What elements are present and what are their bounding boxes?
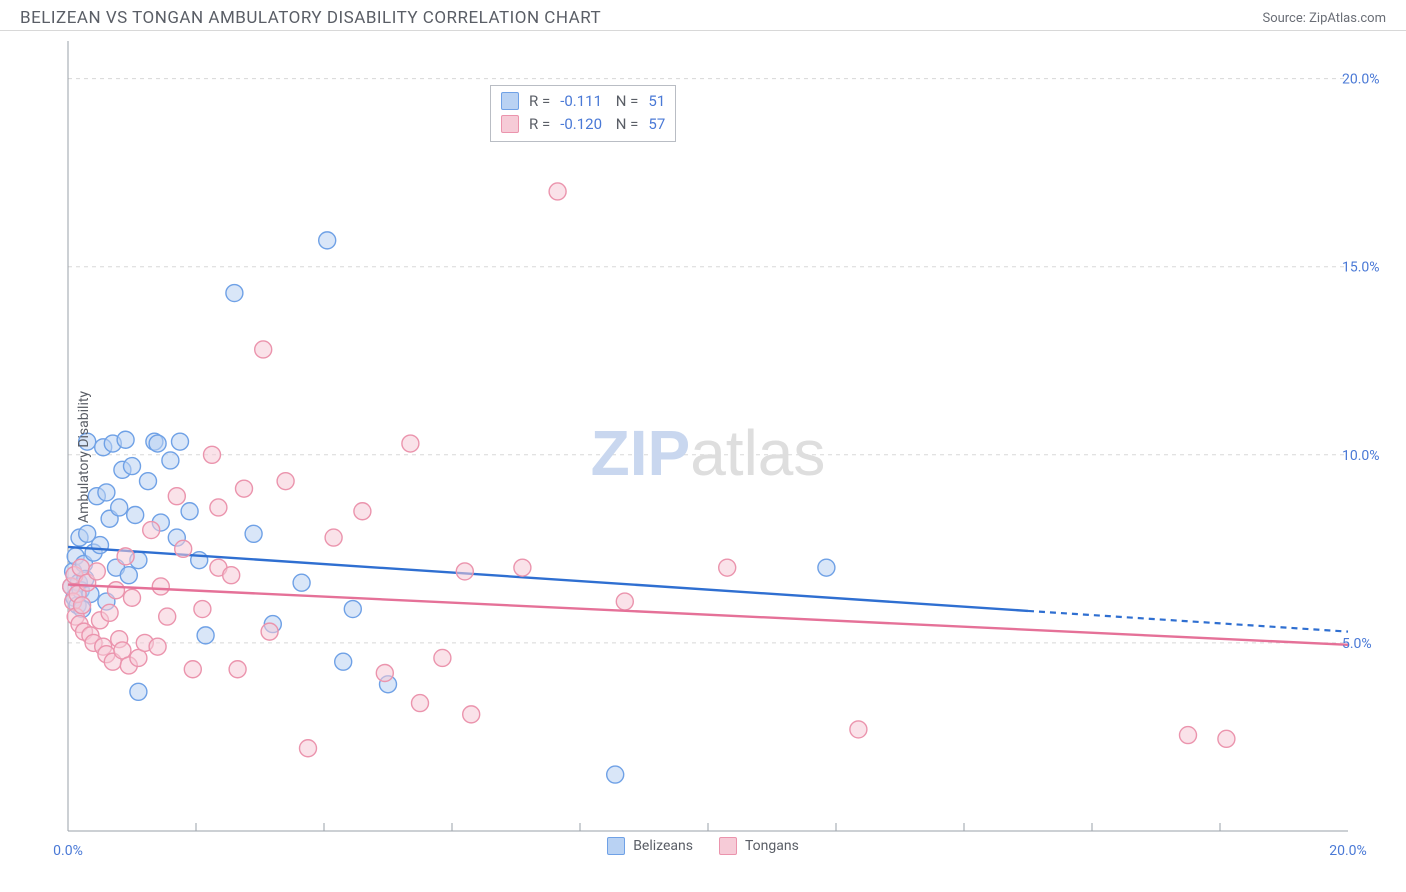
data-point (162, 452, 179, 469)
data-point (159, 608, 176, 625)
stat-r-label: R = (529, 113, 550, 136)
data-point (127, 507, 144, 524)
data-point (223, 567, 240, 584)
scatter-plot: ZIPatlas5.0%10.0%15.0%20.0%0.0%20.0% (20, 41, 1386, 873)
stat-row: R = -0.111 N = 51 (501, 90, 665, 113)
data-point (181, 503, 198, 520)
data-point (226, 285, 243, 302)
data-point (236, 480, 253, 497)
legend-item: Belizeans (607, 837, 693, 855)
legend-swatch (719, 837, 737, 855)
data-point (616, 593, 633, 610)
data-point (229, 661, 246, 678)
data-point (124, 458, 141, 475)
y-axis-label: Ambulatory Disability (76, 391, 92, 523)
legend-label: Belizeans (633, 838, 693, 854)
data-point (117, 548, 134, 565)
data-point (172, 433, 189, 450)
data-point (124, 589, 141, 606)
data-point (88, 563, 105, 580)
data-point (120, 567, 137, 584)
stat-r-value: -0.111 (560, 90, 602, 113)
chart-area: Ambulatory Disability ZIPatlas 5.0% 10.0% 1… (20, 41, 1386, 873)
correlation-stat-box: R = -0.111 N = 51 R = -0.120 N = 57 (490, 85, 676, 142)
data-point (74, 597, 91, 614)
data-point (175, 540, 192, 557)
data-point (549, 183, 566, 200)
data-point (194, 601, 211, 618)
stat-n-label: N = (612, 113, 638, 136)
y-tick-label: 15.0% (1342, 260, 1380, 276)
data-point (168, 488, 185, 505)
data-point (184, 661, 201, 678)
legend-label: Tongans (745, 838, 799, 854)
y-tick-label: 10.0% (1342, 448, 1380, 464)
trend-line (68, 547, 1028, 611)
data-point (344, 601, 361, 618)
data-point (719, 559, 736, 576)
trend-line (68, 585, 1348, 645)
data-point (335, 653, 352, 670)
header-bar: BELIZEAN VS TONGAN AMBULATORY DISABILITY… (0, 0, 1406, 31)
stat-r-label: R = (529, 90, 550, 113)
data-point (197, 627, 214, 644)
data-point (152, 578, 169, 595)
data-point (149, 435, 166, 452)
legend-swatch (607, 837, 625, 855)
data-point (277, 473, 294, 490)
data-point (108, 582, 125, 599)
svg-text:ZIPatlas: ZIPatlas (591, 417, 826, 489)
data-point (325, 529, 342, 546)
data-point (101, 604, 118, 621)
data-point (149, 638, 166, 655)
data-point (92, 537, 109, 554)
data-point (607, 766, 624, 783)
data-point (1218, 730, 1235, 747)
stat-r-value: -0.120 (560, 113, 602, 136)
data-point (245, 525, 262, 542)
stat-n-value: 57 (648, 113, 665, 136)
legend: Belizeans Tongans (20, 837, 1386, 855)
data-point (319, 232, 336, 249)
data-point (463, 706, 480, 723)
data-point (434, 649, 451, 666)
chart-title: BELIZEAN VS TONGAN AMBULATORY DISABILITY… (20, 8, 601, 28)
stat-n-label: N = (612, 90, 638, 113)
data-point (98, 484, 115, 501)
y-tick-label: 5.0% (1342, 636, 1372, 652)
data-point (1180, 727, 1197, 744)
data-point (456, 563, 473, 580)
y-tick-label: 20.0% (1342, 72, 1380, 88)
data-point (111, 499, 128, 516)
data-point (376, 665, 393, 682)
data-point (130, 683, 147, 700)
legend-swatch (501, 115, 519, 133)
legend-item: Tongans (719, 837, 799, 855)
source-label: Source: ZipAtlas.com (1262, 11, 1386, 26)
data-point (850, 721, 867, 738)
data-point (402, 435, 419, 452)
data-point (300, 740, 317, 757)
data-point (412, 695, 429, 712)
stat-n-value: 51 (648, 90, 665, 113)
data-point (514, 559, 531, 576)
data-point (818, 559, 835, 576)
data-point (210, 499, 227, 516)
data-point (293, 574, 310, 591)
data-point (140, 473, 157, 490)
trend-line-extrapolated (1028, 611, 1348, 632)
data-point (143, 522, 160, 539)
legend-swatch (501, 92, 519, 110)
data-point (261, 623, 278, 640)
data-point (255, 341, 272, 358)
data-point (117, 431, 134, 448)
data-point (354, 503, 371, 520)
stat-row: R = -0.120 N = 57 (501, 113, 665, 136)
data-point (204, 446, 221, 463)
